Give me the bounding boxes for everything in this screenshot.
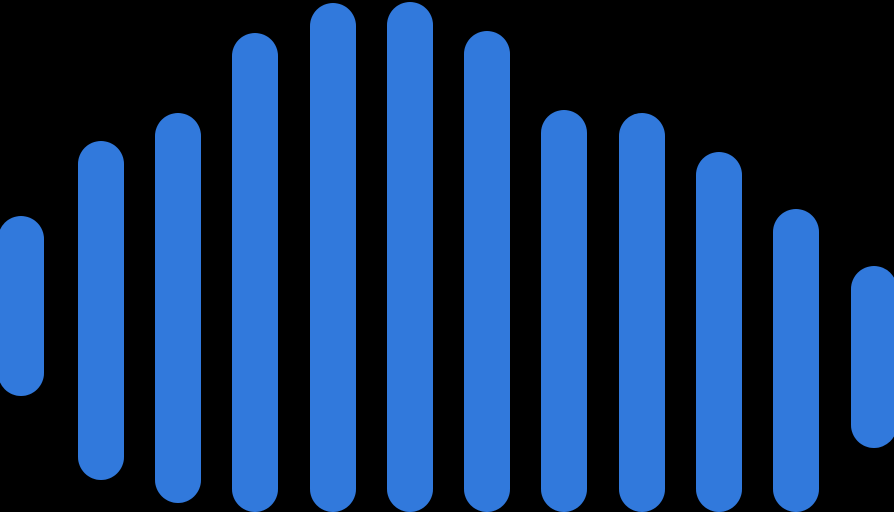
waveform-bar [155, 113, 201, 503]
waveform-bar [78, 141, 124, 480]
waveform-bar [851, 266, 894, 448]
waveform-bar [232, 33, 278, 512]
waveform-bar [696, 152, 742, 512]
waveform-bar [619, 113, 665, 512]
waveform-bar [310, 3, 356, 512]
waveform-bar [0, 216, 44, 396]
waveform-bar [387, 2, 433, 512]
waveform-bar [773, 209, 819, 512]
waveform-bar [541, 110, 587, 512]
waveform-bar [464, 31, 510, 512]
